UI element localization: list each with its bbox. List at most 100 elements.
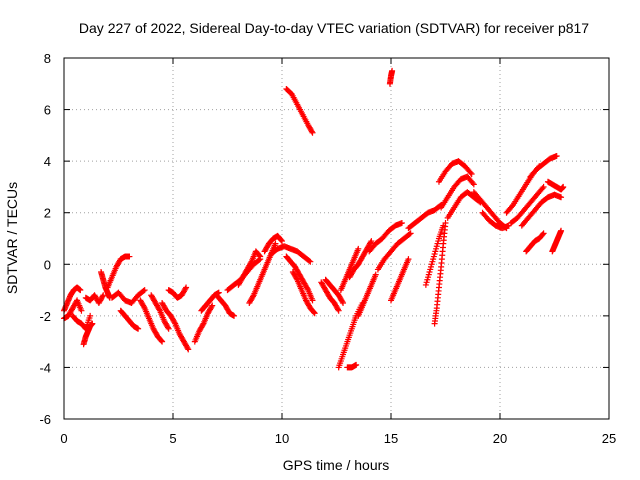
data-point-marker: [256, 252, 263, 259]
series-arc-aw: [544, 178, 567, 193]
data-point-marker: [308, 128, 315, 135]
series-arc-v: [283, 253, 316, 304]
data-point-marker: [272, 240, 279, 247]
data-point-marker: [367, 239, 374, 246]
x-tick-label: 5: [169, 431, 176, 446]
data-point-marker: [184, 345, 191, 352]
series-arc-x: [283, 85, 316, 136]
data-point-marker: [540, 230, 547, 237]
data-point-marker: [183, 284, 190, 291]
data-point-marker: [407, 230, 414, 237]
series-arc-al: [431, 220, 449, 327]
data-point-marker: [171, 319, 178, 326]
series-arc-u: [268, 243, 314, 265]
data-point-marker: [306, 257, 313, 264]
y-tick-label: -6: [39, 412, 51, 427]
series-arc-a: [61, 284, 84, 314]
series-arc-f: [98, 269, 113, 301]
data-point-marker: [199, 321, 206, 328]
data-point-marker: [539, 185, 546, 192]
series-arc-b: [61, 297, 85, 322]
series-arc-y: [318, 279, 342, 314]
x-tick-label: 20: [493, 431, 507, 446]
data-point-marker: [247, 259, 254, 266]
data-point-marker: [208, 303, 215, 310]
series-arc-c: [69, 312, 94, 332]
series-arc-t: [261, 232, 285, 255]
data-point-marker: [389, 67, 396, 74]
series-arc-as: [507, 183, 547, 227]
data-point-marker: [355, 245, 362, 252]
data-point-marker: [249, 293, 256, 300]
data-point-marker: [340, 299, 347, 306]
series-arc-i: [117, 307, 142, 332]
x-tick-labels: 0 5 10 15 20 25: [60, 431, 616, 446]
data-point-marker: [470, 181, 477, 188]
y-tick-label: 6: [44, 103, 51, 118]
series-arc-ax: [549, 227, 565, 255]
data-point-marker: [159, 338, 166, 345]
series-arc-ac: [346, 238, 375, 281]
series-arc-r: [235, 248, 264, 288]
series-arc-z: [322, 276, 347, 306]
data-point-marker: [508, 203, 515, 210]
data-point-marker: [309, 129, 316, 136]
series-arc-ae: [366, 220, 405, 255]
data-point-marker: [257, 253, 264, 260]
data-point-marker: [100, 292, 107, 299]
series-arc-au: [518, 191, 565, 229]
data-marks: [61, 67, 567, 371]
data-point-marker: [398, 220, 405, 227]
data-point-marker: [135, 325, 142, 332]
data-point-marker: [560, 183, 567, 190]
data-point-marker: [553, 152, 560, 159]
series-arc-o: [198, 289, 222, 314]
y-tick-label: 4: [44, 154, 51, 169]
data-point-marker: [335, 307, 342, 314]
data-point-marker: [469, 180, 476, 187]
data-point-marker: [78, 307, 85, 314]
data-point-marker: [164, 324, 171, 331]
data-point-marker: [539, 231, 546, 238]
data-point-marker: [334, 306, 341, 313]
series-arc-l: [159, 299, 192, 353]
data-point-marker: [293, 275, 300, 282]
data-point-marker: [406, 231, 413, 238]
data-point-marker: [368, 238, 375, 245]
data-point-marker: [231, 312, 238, 319]
series-arc-ad: [355, 271, 379, 319]
data-point-marker: [307, 258, 314, 265]
series-arc-p: [213, 292, 238, 319]
plot-frame: [63, 57, 610, 420]
data-point-marker: [158, 337, 165, 344]
x-tick-label: 0: [60, 431, 67, 446]
y-tick-labels: -6 -4 -2 0 2 4 6 8: [39, 51, 51, 427]
series-arc-ai: [344, 361, 360, 371]
data-point-marker: [442, 220, 449, 227]
data-point-marker: [89, 320, 96, 327]
data-point-marker: [311, 310, 318, 317]
data-point-marker: [77, 287, 84, 294]
data-point-marker: [126, 253, 133, 260]
data-point-marker: [141, 287, 148, 294]
series-arc-e: [82, 292, 107, 306]
series-arc-j: [137, 297, 166, 345]
x-tick-label: 25: [602, 431, 616, 446]
data-point-marker: [372, 271, 379, 278]
data-point-marker: [140, 287, 147, 294]
data-point-marker: [405, 256, 412, 263]
series-arc-aq: [479, 209, 512, 232]
data-point-marker: [540, 183, 547, 190]
series-arc-n: [191, 302, 216, 345]
y-tick-label: 0: [44, 257, 51, 272]
x-axis-label: GPS time / hours: [283, 457, 390, 473]
data-point-marker: [140, 303, 147, 310]
data-point-marker: [558, 194, 565, 201]
series-arc-w: [289, 269, 318, 317]
y-tick-label: -4: [39, 360, 51, 375]
data-point-marker: [278, 237, 285, 244]
x-tick-label: 15: [384, 431, 398, 446]
y-tick-label: 2: [44, 206, 51, 221]
data-point-marker: [558, 227, 565, 234]
